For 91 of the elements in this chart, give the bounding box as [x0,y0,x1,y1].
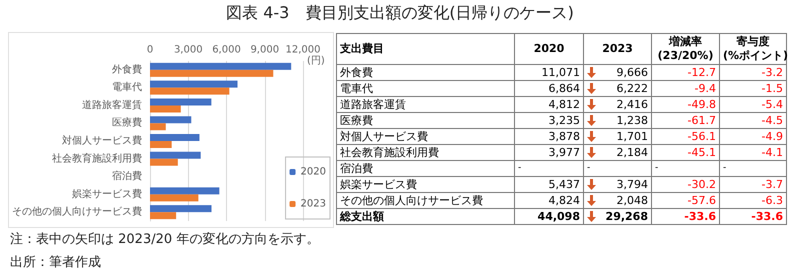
legend-label: 2020 [300,166,326,178]
data-label: 6,222 [584,80,652,96]
y-tick-label: その他の個人向けサービス費 [12,206,142,218]
y-tick-label: 社会教育施設利用費 [52,152,142,164]
data-label: -4.9 [720,128,786,144]
data-label: -49.8 [652,96,720,112]
bar [150,123,166,130]
data-label: -6.3 [720,192,786,208]
bar [150,70,274,77]
data-label: - [720,160,786,176]
data-label: 44,098 [514,208,584,224]
y-tick-label: 電車代 [112,81,142,94]
x-tick-label: 6,000 [212,44,241,56]
category-label: 総支出額 [336,208,514,224]
bar [150,152,201,159]
y-tick-label: 外食費 [112,63,142,76]
data-label: 6,864 [514,80,584,96]
data-label: 29,268 [584,208,652,224]
text: 出所：筆者作成 [10,254,102,272]
data-label: -33.6 [720,208,786,224]
data-label: -61.7 [652,112,720,128]
bar [150,88,230,95]
data-label: 5,437 [514,176,584,192]
text: 支出費目 [336,34,514,64]
bar [150,187,220,194]
data-label: -30.2 [652,176,720,192]
data-label: 1,701 [584,128,652,144]
data-label: -56.1 [652,128,720,144]
y-tick-label: 道路旅客運賃 [82,98,142,111]
data-label: 2,048 [584,192,652,208]
category-label: 社会教育施設利用費 [336,144,514,160]
bar [150,62,292,70]
data-label: 4,824 [514,192,584,208]
y-tick-label: 宿泊費 [112,170,142,182]
data-label: -9.4 [652,80,720,96]
x-axis-title: (円) [307,56,325,66]
x-tick-label: 0 [146,44,154,56]
data-label: -3.7 [720,176,786,192]
data-label: 11,071 [514,64,584,80]
data-label: 3,878 [514,128,584,144]
data-label: 3,235 [514,112,584,128]
bar [150,158,178,166]
text: 2020 [514,34,584,64]
y-tick-label: 対個人サービス費 [62,134,142,146]
data-label: 2,416 [584,96,652,112]
bar [150,80,238,88]
data-label: 4,812 [514,96,584,112]
data-label: -1.5 [720,80,786,96]
category-label: 医療費 [336,112,514,128]
data-label: -33.6 [652,208,720,224]
x-tick-label: 3,000 [174,44,203,56]
data-label: - [584,160,652,176]
text: 図表 4-3 費目別支出額の変化(日帰りのケース) [225,3,575,24]
category-label: 道路旅客運賃 [336,96,514,112]
y-tick-label: 医療費 [112,116,142,129]
category-label: その他の個人向けサービス費 [336,192,514,208]
data-label: 3,977 [514,144,584,160]
bar [150,194,198,202]
bar [150,134,200,141]
category-label: 外食費 [336,64,514,80]
x-tick-label: 9,000 [250,44,280,56]
legend-label: 2023 [300,198,326,210]
bar [150,105,181,112]
data-label: 1,238 [584,112,652,128]
category-label: 娯楽サービス費 [336,176,514,192]
data-label: -12.7 [652,64,720,80]
data-label: 2,184 [584,144,652,160]
text: 2023 [584,34,652,64]
text: 寄与度 (%ポイント) [720,34,788,64]
data-label: 9,666 [584,64,652,80]
data-label: - [652,160,720,176]
bar [150,212,176,220]
bar [150,205,212,212]
data-label: -45.1 [652,144,720,160]
category-label: 宿泊費 [336,160,514,176]
category-label: 電車代 [336,80,514,96]
data-label: -57.6 [652,192,720,208]
bar [150,98,212,106]
text: 注：表中の矢印は 2023/20 年の変化の方向を示す。 [10,231,320,249]
y-tick-label: 娯楽サービス費 [72,188,142,200]
x-tick-label: 12,000 [286,44,320,56]
data-label: -5.4 [720,96,786,112]
bar [150,141,172,148]
bar [150,116,192,124]
text: 増減率 (23/20%) [652,34,720,64]
category-label: 対個人サービス費 [336,128,514,144]
data-label: -4.1 [720,144,786,160]
data-label: -4.5 [720,112,786,128]
data-label: - [514,160,584,176]
data-label: 3,794 [584,176,652,192]
data-label: -3.2 [720,64,786,80]
